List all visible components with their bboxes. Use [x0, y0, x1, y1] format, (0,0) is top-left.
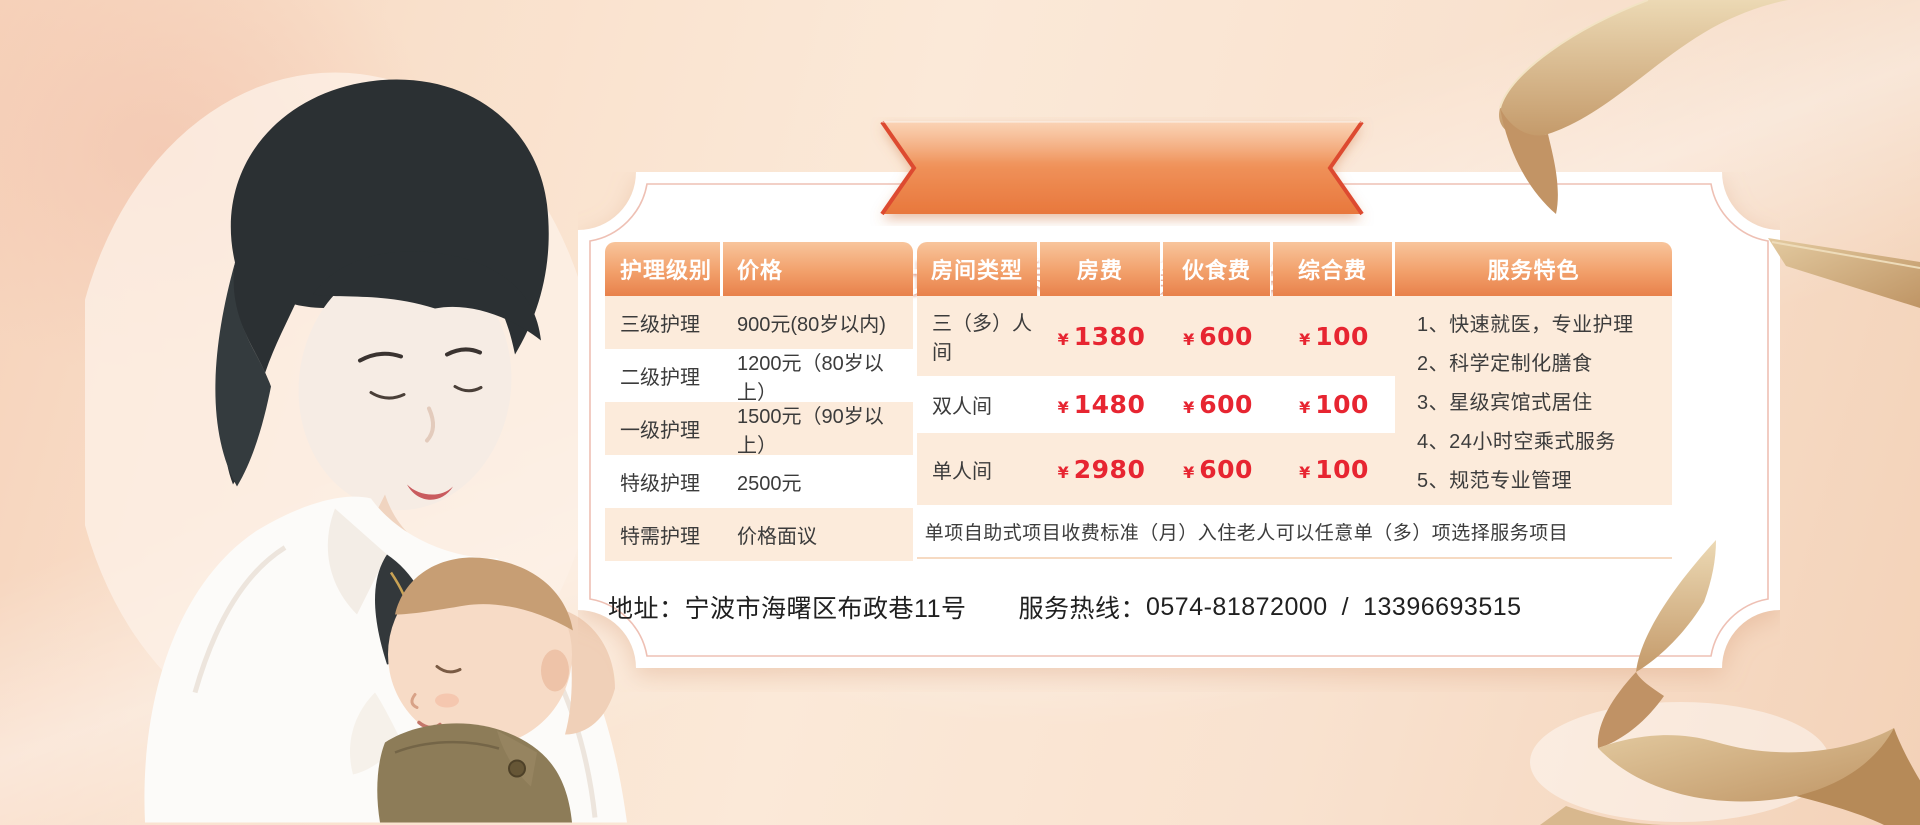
room-header-meal-fee: 伙食费: [1163, 242, 1270, 296]
room-type-cell: 单人间: [932, 460, 992, 483]
service-feature-item: 1、快速就医，专业护理: [1417, 314, 1634, 336]
room-fee-value: ¥1480: [1057, 390, 1146, 419]
care-price-cell: 1500元（90岁以上）: [737, 405, 884, 457]
care-level-table: 护理级别 价格 三级护理 900元(80岁以内) 二级护理 1200元（80岁以…: [605, 242, 913, 561]
care-table-header: 护理级别 价格: [605, 242, 913, 296]
table-row: 双人间 ¥1480 ¥600 ¥100: [917, 376, 1395, 433]
care-price-cell: 价格面议: [737, 526, 817, 548]
care-level-cell: 特需护理: [620, 526, 700, 548]
phone-number: 13396693515: [1363, 592, 1522, 621]
yen-symbol: ¥: [1057, 462, 1069, 482]
misc-fee-value: ¥100: [1299, 454, 1369, 484]
care-price-cell: 1200元（80岁以上）: [737, 352, 884, 404]
meal-fee-value: ¥600: [1183, 321, 1253, 351]
care-level-cell: 一级护理: [620, 420, 700, 442]
room-fee-value: ¥1380: [1057, 321, 1146, 351]
room-fee-value: ¥2980: [1057, 454, 1146, 484]
phone-separator: /: [1341, 592, 1350, 621]
service-feature-item: 5、规范专业管理: [1417, 470, 1573, 492]
row-stripe: [917, 376, 1399, 433]
room-header-room-fee: 房费: [1040, 242, 1160, 296]
care-price-cell: 2500元: [737, 473, 802, 495]
hotline-text: 服务热线： 0574-81872000 / 13396693515: [1018, 589, 1521, 625]
table-row: 三级护理 900元(80岁以内): [605, 296, 913, 349]
banner-ribbon: 城区养老院套餐详情: [870, 114, 1374, 306]
yen-symbol: ¥: [1183, 398, 1195, 417]
yen-symbol: ¥: [1183, 462, 1195, 482]
room-type-cell: 双人间: [932, 396, 992, 418]
misc-fee-value: ¥100: [1299, 390, 1369, 419]
table-row: 一级护理 1500元（90岁以上）: [605, 402, 913, 457]
contact-footer: 地址： 宁波市海曙区布政巷11号 服务热线： 0574-81872000 / 13396…: [608, 589, 1588, 625]
service-feature-item: 3、星级宾馆式居住: [1417, 392, 1593, 414]
table-row: 三（多）人间 ¥1380 ¥600 ¥100: [917, 296, 1395, 376]
care-price-cell: 900元(80岁以内): [737, 314, 886, 336]
care-level-cell: 三级护理: [620, 314, 700, 336]
address-label: 地址：: [608, 595, 685, 623]
care-header-level: 护理级别: [605, 242, 723, 296]
misc-fee-value: ¥100: [1299, 321, 1369, 351]
service-feature-item: 4、24小时空乘式服务: [1417, 431, 1616, 453]
hotline-label: 服务热线：: [1018, 595, 1146, 623]
yen-symbol: ¥: [1299, 329, 1311, 349]
pricing-note-text: 单项自助式项目收费标准（月）入住老人可以任意单（多）项选择服务项目: [924, 522, 1569, 544]
phone-number: 0574-81872000: [1145, 592, 1328, 621]
room-table-body: 1、快速就医，专业护理 2、科学定制化膳食 3、星级宾馆式居住 4、24小时空乘…: [917, 296, 1672, 561]
care-level-cell: 特级护理: [620, 473, 700, 495]
pricing-note-row: 单项自助式项目收费标准（月）入住老人可以任意单（多）项选择服务项目: [917, 505, 1672, 559]
service-feature-item: 2、科学定制化膳食: [1417, 353, 1593, 375]
address-text: 地址： 宁波市海曙区布政巷11号: [608, 589, 966, 625]
yen-symbol: ¥: [1299, 398, 1311, 417]
table-row: 单人间 ¥2980 ¥600 ¥100: [917, 433, 1395, 505]
table-row: 特级护理 2500元: [605, 455, 913, 508]
photo-woman-baby: [85, 72, 628, 823]
service-features-list: 1、快速就医，专业护理 2、科学定制化膳食 3、星级宾馆式居住 4、24小时空乘…: [1395, 296, 1672, 505]
yen-symbol: ¥: [1299, 462, 1311, 482]
yen-symbol: ¥: [1057, 398, 1069, 417]
row-stripe: [917, 433, 1399, 505]
table-row: 特需护理 价格面议: [605, 508, 913, 561]
care-level-cell: 二级护理: [620, 367, 700, 389]
yen-symbol: ¥: [1183, 329, 1195, 349]
room-header-misc-fee: 综合费: [1273, 242, 1392, 296]
room-table-header: 房间类型 房费 伙食费 综合费 服务特色: [917, 242, 1672, 296]
care-header-price: 价格: [723, 242, 913, 296]
room-header-services: 服务特色: [1395, 242, 1672, 296]
meal-fee-value: ¥600: [1183, 454, 1253, 484]
yen-symbol: ¥: [1057, 329, 1069, 349]
table-row: 二级护理 1200元（80岁以上）: [605, 349, 913, 404]
room-type-cell: 三（多）人间: [932, 313, 1032, 364]
room-package-table: 房间类型 房费 伙食费 综合费 服务特色 1、快速就医，专业护理 2、科学定制化…: [917, 242, 1672, 561]
room-header-type: 房间类型: [917, 242, 1037, 296]
row-stripe: [917, 296, 1399, 376]
meal-fee-value: ¥600: [1183, 390, 1253, 419]
